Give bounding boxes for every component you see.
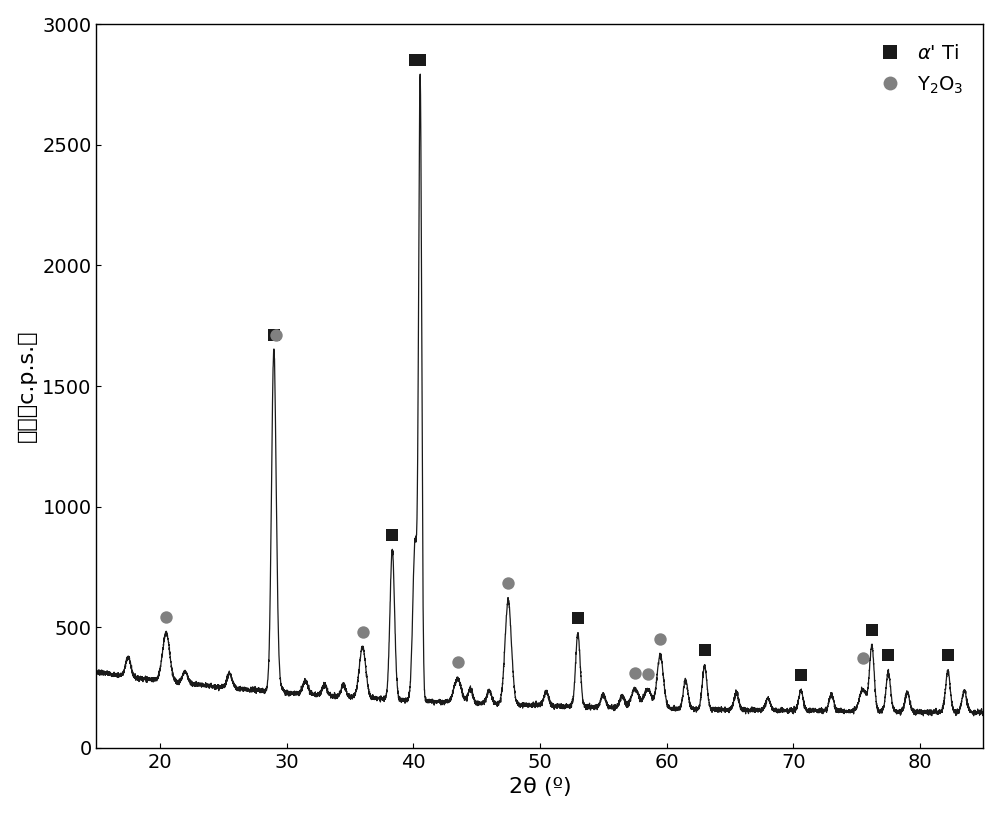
Legend: $\alpha$' Ti, $\mathregular{Y_2O_3}$: $\alpha$' Ti, $\mathregular{Y_2O_3}$: [861, 34, 974, 105]
Point: [450, 656, 466, 669]
Point: [640, 667, 656, 681]
Point: [158, 610, 174, 624]
Point: [268, 328, 284, 341]
Point: [652, 632, 668, 646]
Point: [880, 649, 896, 662]
Point: [855, 651, 871, 664]
Point: [570, 611, 586, 624]
Point: [384, 528, 400, 541]
Point: [864, 624, 880, 637]
Point: [412, 53, 428, 66]
Y-axis label: 强度（c.p.s.）: 强度（c.p.s.）: [17, 330, 37, 442]
Point: [407, 53, 423, 66]
Point: [793, 668, 809, 681]
Point: [355, 625, 371, 638]
X-axis label: 2θ (º): 2θ (º): [509, 777, 571, 798]
Point: [940, 649, 956, 662]
Point: [266, 328, 282, 341]
Point: [627, 667, 643, 680]
Point: [500, 576, 516, 589]
Point: [697, 644, 713, 657]
